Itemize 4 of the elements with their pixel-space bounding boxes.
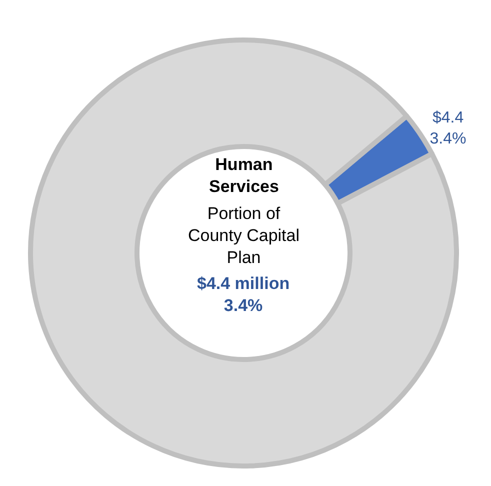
text: $4.4 million 3.4% (197, 274, 290, 316)
text: Portion of County Capital Plan (188, 204, 300, 268)
data-label: $4.4 3.4% (430, 109, 466, 148)
text: Human Services (209, 155, 279, 196)
